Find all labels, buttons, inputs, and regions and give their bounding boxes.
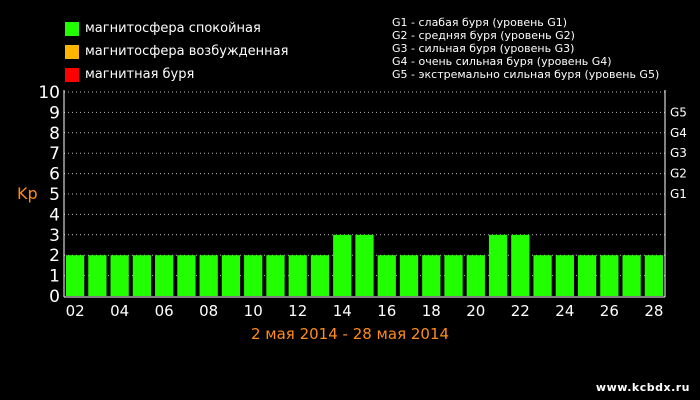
- x-tick-label: 26: [600, 302, 619, 320]
- y-tick-label: 2: [49, 246, 60, 266]
- storm-level-g3: G3 - сильная буря (уровень G3): [392, 42, 575, 55]
- x-tick-label: 22: [511, 302, 530, 320]
- legend-label-active: магнитосфера возбужденная: [85, 44, 289, 59]
- bar: [221, 255, 241, 296]
- bar: [622, 255, 641, 296]
- right-tick-label: G4: [670, 126, 687, 140]
- storm-level-g2: G2 - средняя буря (уровень G2): [392, 29, 575, 42]
- x-tick-label: 02: [66, 302, 85, 320]
- y-axis-label: Kp: [17, 184, 38, 203]
- y-tick-label: 1: [49, 267, 60, 287]
- x-tick-label: 16: [377, 302, 396, 320]
- right-tick-label: G3: [670, 146, 687, 160]
- legend-item-active: магнитосфера возбужденная: [65, 40, 288, 63]
- x-tick-label: 08: [199, 302, 218, 320]
- period-label: 2 мая 2014 - 28 мая 2014: [250, 325, 450, 343]
- bar: [310, 255, 330, 296]
- bar: [132, 255, 152, 296]
- legend: магнитосфера спокойная магнитосфера возб…: [65, 17, 288, 86]
- site-label: www.kcbdx.ru: [595, 381, 690, 394]
- x-tick-label: 18: [422, 302, 441, 320]
- right-tick-label: G2: [670, 167, 687, 181]
- bar: [333, 234, 352, 296]
- bar: [199, 255, 218, 296]
- storm-level-g1: G1 - слабая буря (уровень G1): [392, 16, 568, 29]
- y-tick-label: 4: [49, 205, 60, 225]
- bar: [288, 255, 307, 296]
- y-tick-label: 0: [49, 287, 60, 307]
- bar: [244, 255, 263, 296]
- bar: [466, 255, 485, 296]
- x-tick-label: 06: [155, 302, 174, 320]
- legend-label-storm: магнитная буря: [85, 67, 195, 82]
- bar: [377, 255, 396, 296]
- storm-level-g4: G4 - очень сильная буря (уровень G4): [392, 55, 612, 68]
- storm-level-g5: G5 - экстремально сильная буря (уровень …: [392, 68, 660, 81]
- bar: [177, 255, 196, 296]
- right-tick-label: G5: [670, 105, 687, 119]
- legend-swatch-quiet: [65, 21, 79, 36]
- y-tick-label: 6: [49, 165, 60, 185]
- bar: [66, 255, 85, 296]
- y-tick-label: 7: [49, 144, 60, 164]
- x-tick-label: 10: [244, 302, 263, 320]
- bar: [533, 255, 552, 296]
- bar: [355, 234, 374, 296]
- legend-item-storm: магнитная буря: [65, 63, 288, 86]
- bar: [110, 255, 129, 296]
- x-tick-label: 04: [110, 302, 129, 320]
- bar: [444, 255, 463, 296]
- bar: [511, 234, 530, 296]
- storm-level-legend: G1 - слабая буря (уровень G1) G2 - средн…: [392, 16, 659, 81]
- y-tick-label: 10: [38, 83, 60, 103]
- x-tick-label: 12: [288, 302, 307, 320]
- bar: [399, 255, 419, 296]
- bar: [88, 255, 107, 296]
- x-tick-label: 28: [644, 302, 663, 320]
- x-tick-label: 14: [333, 302, 352, 320]
- y-tick-label: 9: [49, 103, 60, 123]
- bar: [422, 255, 441, 296]
- bar: [644, 255, 663, 296]
- legend-swatch-storm: [65, 67, 79, 82]
- legend-swatch-active: [65, 44, 79, 59]
- bar: [555, 255, 574, 296]
- bar: [600, 255, 619, 296]
- bar: [266, 255, 285, 296]
- x-tick-label: 20: [466, 302, 485, 320]
- bar: [155, 255, 174, 296]
- y-tick-label: 3: [49, 226, 60, 246]
- legend-label-quiet: магнитосфера спокойная: [85, 21, 261, 36]
- right-tick-label: G1: [670, 187, 687, 201]
- bar: [488, 234, 508, 296]
- bar: [577, 255, 597, 296]
- legend-item-quiet: магнитосфера спокойная: [65, 17, 288, 40]
- y-tick-label: 5: [49, 185, 60, 205]
- y-tick-label: 8: [49, 124, 60, 144]
- x-tick-label: 24: [555, 302, 574, 320]
